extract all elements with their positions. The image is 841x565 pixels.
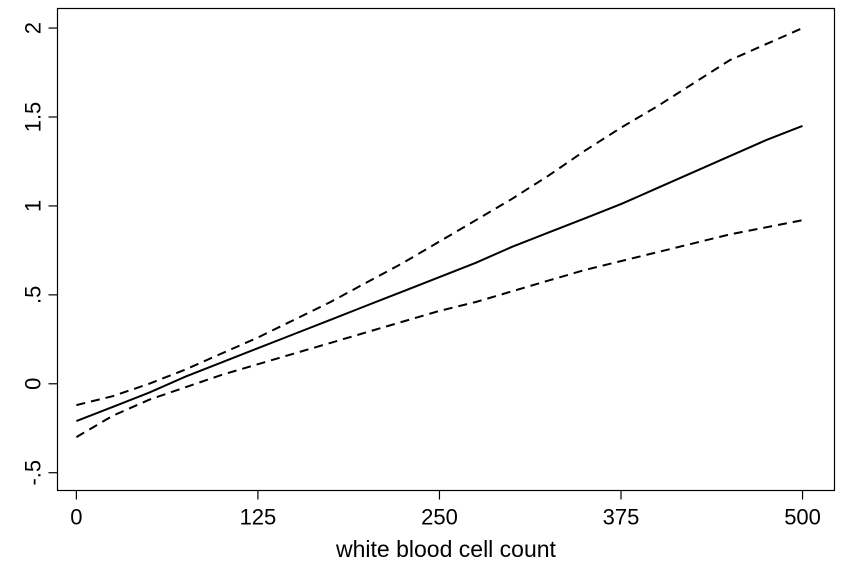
estimate-line bbox=[76, 124, 803, 423]
y-tick-label-3: 1 bbox=[21, 200, 46, 212]
lower-ci-line bbox=[75, 219, 803, 438]
x-axis: 0 125 250 375 500 bbox=[70, 490, 821, 530]
x-tick-label-4: 500 bbox=[784, 505, 821, 530]
plot-frame bbox=[56, 7, 836, 492]
series-layer bbox=[75, 27, 803, 438]
x-tick-label-2: 250 bbox=[421, 505, 458, 530]
x-tick-label-1: 125 bbox=[240, 505, 277, 530]
y-tick-label-2: .5 bbox=[21, 286, 46, 304]
y-tick-label-1: 0 bbox=[21, 378, 46, 390]
x-axis-title: white blood cell count bbox=[335, 536, 557, 562]
y-tick-label-4: 1.5 bbox=[21, 102, 46, 133]
y-axis: -.5 0 .5 1 1.5 2 bbox=[21, 22, 58, 486]
y-tick-label-0: -.5 bbox=[21, 460, 46, 486]
y-tick-label-5: 2 bbox=[21, 22, 46, 34]
upper-ci-line bbox=[76, 27, 803, 407]
x-tick-label-3: 375 bbox=[603, 505, 640, 530]
x-tick-label-0: 0 bbox=[70, 505, 82, 530]
